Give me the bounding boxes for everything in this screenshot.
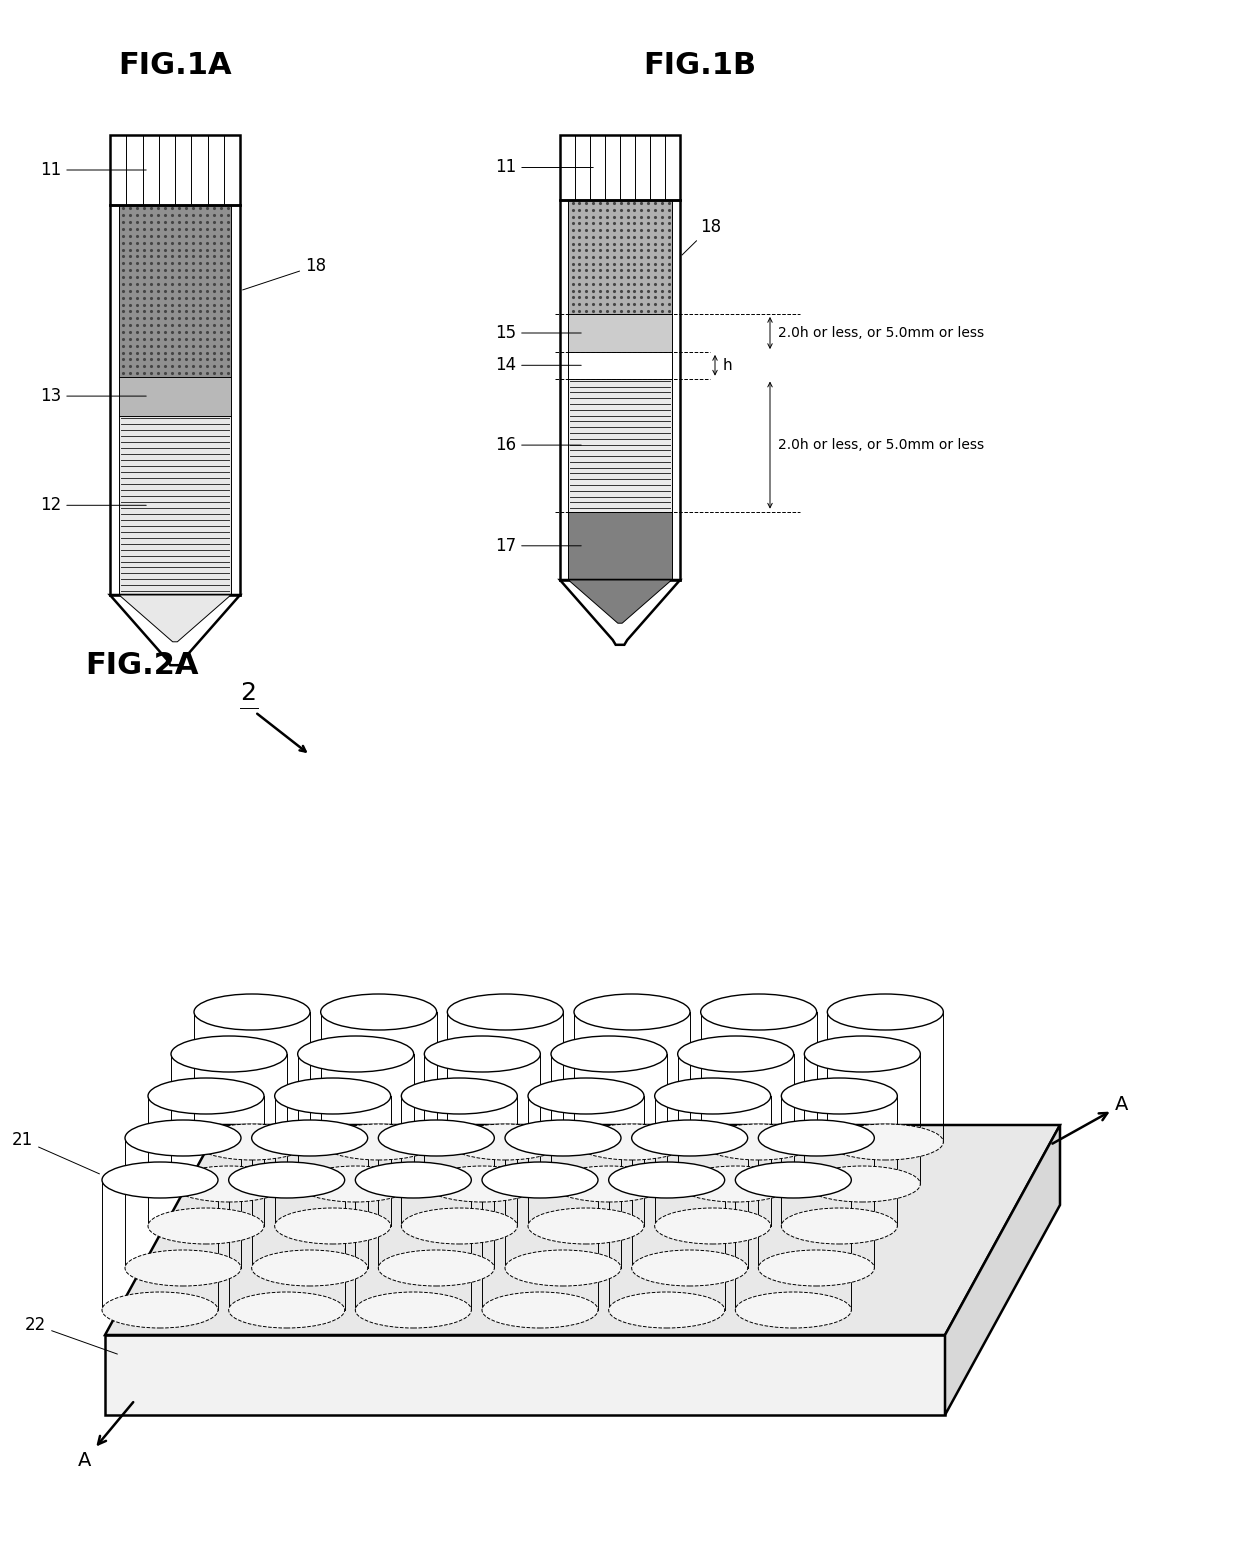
Text: 21: 21 (12, 1131, 99, 1174)
Ellipse shape (655, 1208, 771, 1244)
Ellipse shape (574, 1125, 689, 1160)
Text: 18: 18 (682, 218, 722, 255)
Text: A: A (1053, 1095, 1128, 1143)
Bar (568, 314, 672, 352)
Text: A: A (78, 1403, 133, 1469)
Text: FIG.2A: FIG.2A (86, 650, 198, 680)
Text: h: h (723, 358, 733, 372)
Ellipse shape (482, 1162, 598, 1197)
Text: 11: 11 (40, 161, 146, 179)
Text: 2.0h or less, or 5.0mm or less: 2.0h or less, or 5.0mm or less (777, 439, 985, 453)
Polygon shape (119, 595, 231, 641)
Ellipse shape (655, 1078, 771, 1114)
Ellipse shape (827, 993, 944, 1031)
Ellipse shape (759, 1120, 874, 1156)
Ellipse shape (805, 1037, 920, 1072)
Ellipse shape (378, 1120, 495, 1156)
Text: 22: 22 (25, 1316, 118, 1353)
Ellipse shape (574, 993, 689, 1031)
Text: FIG.1A: FIG.1A (118, 51, 232, 79)
Ellipse shape (678, 1037, 794, 1072)
Ellipse shape (551, 1037, 667, 1072)
Bar (568, 511, 672, 579)
Ellipse shape (125, 1120, 241, 1156)
Text: 14: 14 (495, 357, 582, 374)
Ellipse shape (321, 993, 436, 1031)
Bar (110, 134, 241, 205)
Ellipse shape (228, 1162, 345, 1197)
Ellipse shape (402, 1208, 517, 1244)
Ellipse shape (759, 1250, 874, 1285)
Ellipse shape (102, 1162, 218, 1197)
Ellipse shape (228, 1292, 345, 1329)
Ellipse shape (448, 993, 563, 1031)
Ellipse shape (631, 1120, 748, 1156)
Ellipse shape (148, 1078, 264, 1114)
Ellipse shape (827, 1125, 944, 1160)
Ellipse shape (701, 1125, 817, 1160)
Ellipse shape (275, 1078, 391, 1114)
Text: 12: 12 (40, 496, 146, 514)
Ellipse shape (805, 1166, 920, 1202)
Ellipse shape (505, 1250, 621, 1285)
Text: 13: 13 (40, 388, 146, 405)
Ellipse shape (298, 1037, 414, 1072)
Ellipse shape (482, 1292, 598, 1329)
Ellipse shape (424, 1037, 541, 1072)
Ellipse shape (781, 1208, 898, 1244)
Ellipse shape (424, 1166, 541, 1202)
Ellipse shape (171, 1166, 286, 1202)
Ellipse shape (448, 1125, 563, 1160)
Ellipse shape (631, 1250, 748, 1285)
Ellipse shape (275, 1208, 391, 1244)
Ellipse shape (148, 1208, 264, 1244)
Polygon shape (110, 595, 241, 666)
Text: 18: 18 (243, 256, 326, 290)
Ellipse shape (252, 1120, 368, 1156)
Ellipse shape (193, 993, 310, 1031)
Ellipse shape (678, 1166, 794, 1202)
Polygon shape (568, 579, 672, 623)
Ellipse shape (356, 1292, 471, 1329)
Ellipse shape (193, 1125, 310, 1160)
Ellipse shape (402, 1078, 517, 1114)
Ellipse shape (171, 1037, 286, 1072)
Ellipse shape (781, 1078, 898, 1114)
Ellipse shape (298, 1166, 414, 1202)
Bar (119, 416, 231, 595)
Polygon shape (945, 1125, 1060, 1415)
Text: 16: 16 (495, 436, 582, 454)
Text: 17: 17 (495, 536, 582, 555)
Polygon shape (560, 579, 680, 644)
Bar (560, 134, 680, 199)
Text: FIG.1B: FIG.1B (644, 51, 756, 79)
Text: 11: 11 (495, 159, 593, 176)
Ellipse shape (125, 1250, 241, 1285)
Polygon shape (105, 1125, 1060, 1335)
Ellipse shape (356, 1162, 471, 1197)
Bar (568, 199, 672, 314)
Ellipse shape (252, 1250, 368, 1285)
Ellipse shape (701, 993, 817, 1031)
Ellipse shape (528, 1208, 644, 1244)
Ellipse shape (321, 1125, 436, 1160)
Text: 15: 15 (495, 324, 582, 341)
Text: 2: 2 (241, 681, 255, 705)
Polygon shape (105, 1335, 945, 1415)
Ellipse shape (378, 1250, 495, 1285)
Bar (568, 352, 672, 379)
Ellipse shape (102, 1292, 218, 1329)
Bar (568, 379, 672, 511)
Ellipse shape (528, 1078, 644, 1114)
Text: 2.0h or less, or 5.0mm or less: 2.0h or less, or 5.0mm or less (777, 326, 985, 340)
Ellipse shape (735, 1162, 852, 1197)
Bar (119, 205, 231, 377)
Ellipse shape (551, 1166, 667, 1202)
Ellipse shape (505, 1120, 621, 1156)
Bar (119, 377, 231, 416)
Ellipse shape (735, 1292, 852, 1329)
Ellipse shape (609, 1292, 724, 1329)
Ellipse shape (609, 1162, 724, 1197)
